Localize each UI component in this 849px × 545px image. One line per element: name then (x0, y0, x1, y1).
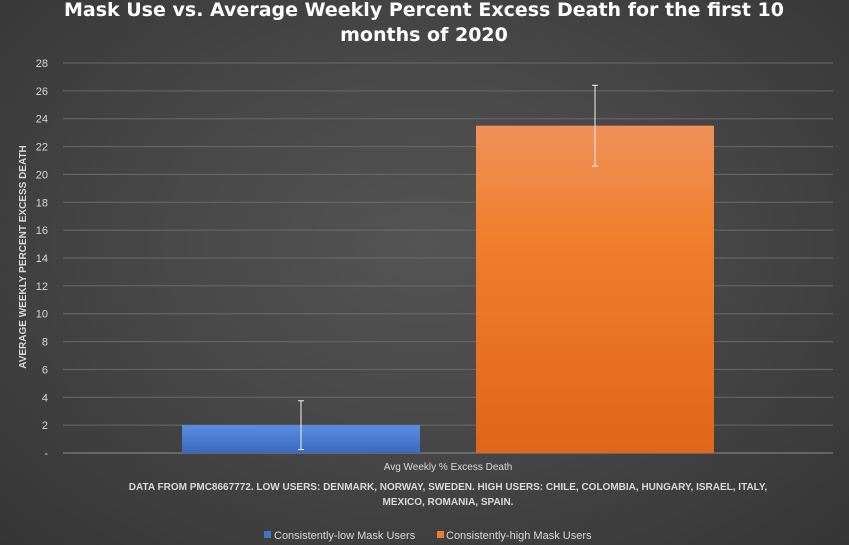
error-bar-high (592, 84, 598, 167)
y-tick-label-4: 4 (42, 392, 48, 404)
legend-item-low: Consistently-low Mask Users (264, 530, 416, 542)
y-tick-label-2: 2 (42, 420, 48, 432)
y-tick-label-28: 28 (36, 58, 48, 70)
y-tick-label-6: 6 (42, 364, 48, 376)
y-tick-label-0: - (44, 448, 48, 460)
legend-item-high: Consistently-high Mask Users (437, 530, 592, 542)
bar-high (476, 125, 714, 453)
y-tick-label-22: 22 (36, 142, 48, 154)
y-tick-label-20: 20 (36, 169, 48, 181)
legend: Consistently-low Mask Users Consistently… (264, 530, 592, 542)
y-tick-label-8: 8 (42, 337, 48, 349)
legend-label-low: Consistently-low Mask Users (274, 530, 416, 542)
legend-swatch-low (264, 531, 271, 538)
x-axis-category-label: Avg Weekly % Excess Death (384, 462, 513, 473)
y-tick-label-26: 26 (36, 86, 48, 98)
gridlines (63, 62, 833, 426)
chart-title-line-1: Mask Use vs. Average Weekly Percent Exce… (64, 0, 784, 21)
y-tick-label-12: 12 (36, 281, 48, 293)
y-tick-label-16: 16 (36, 225, 48, 237)
data-source-note-line-1: DATA FROM PMC8667772. LOW USERS: DENMARK… (129, 482, 768, 493)
y-axis-label: AVERAGE WEEKLY PERCENT EXCESS DEATH (18, 145, 29, 369)
y-tick-label-10: 10 (36, 309, 48, 321)
bars (182, 84, 714, 453)
y-tick-label-14: 14 (36, 253, 48, 265)
y-tick-label-24: 24 (36, 114, 48, 126)
data-source-note-line-2: MEXICO, ROMANIA, SPAIN. (383, 497, 514, 508)
legend-swatch-high (437, 531, 444, 538)
chart-title-line-2: months of 2020 (340, 24, 508, 46)
error-bar-low (298, 400, 304, 451)
y-tick-label-18: 18 (36, 197, 48, 209)
legend-label-high: Consistently-high Mask Users (446, 530, 592, 542)
